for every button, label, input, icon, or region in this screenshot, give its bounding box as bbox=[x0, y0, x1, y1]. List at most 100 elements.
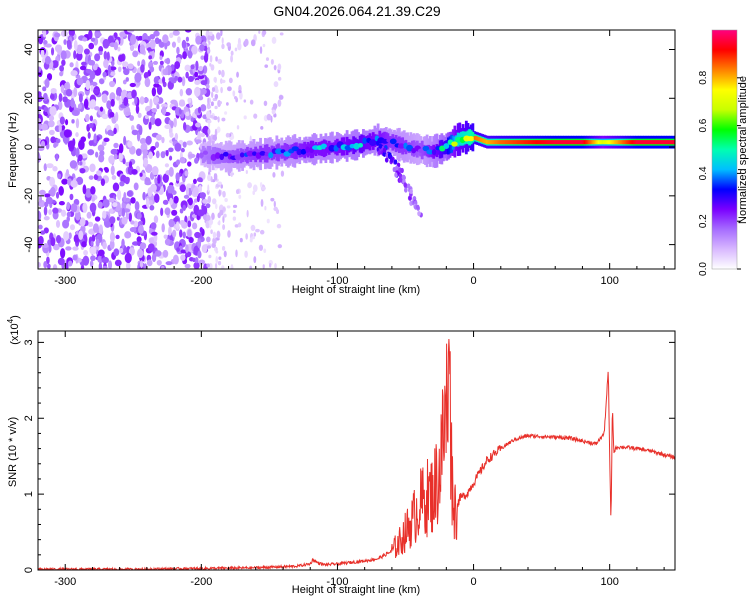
noise-blob bbox=[134, 72, 142, 83]
sparse-blob bbox=[234, 224, 239, 228]
noise-blob bbox=[89, 260, 94, 268]
ridge-core bbox=[280, 149, 286, 154]
noise-blob bbox=[82, 37, 88, 42]
sparse-blob bbox=[271, 109, 276, 115]
noise-blob bbox=[179, 219, 186, 226]
noise-blob bbox=[192, 257, 196, 263]
noise-blob bbox=[148, 55, 153, 60]
sparse-blob bbox=[260, 126, 264, 130]
noise-blob bbox=[188, 153, 196, 158]
noise-blob bbox=[78, 93, 83, 103]
noise-blob bbox=[153, 83, 160, 88]
sparse-blob bbox=[221, 117, 226, 122]
noise-blob bbox=[110, 98, 115, 107]
noise-blob bbox=[195, 60, 199, 71]
noise-blob bbox=[132, 50, 139, 58]
noise-blob bbox=[58, 93, 63, 103]
noise-blob bbox=[123, 191, 127, 203]
noise-blob bbox=[44, 193, 51, 198]
noise-blob bbox=[60, 30, 68, 37]
noise-blob bbox=[145, 135, 152, 145]
sparse-blob bbox=[273, 81, 279, 88]
noise-blob bbox=[81, 61, 87, 66]
noise-blob bbox=[73, 87, 78, 98]
noise-blob bbox=[45, 43, 52, 48]
noise-blob bbox=[55, 153, 59, 162]
noise-blob bbox=[174, 181, 181, 187]
sparse-blob bbox=[236, 71, 239, 78]
sparse-blob bbox=[253, 113, 258, 119]
ridge-core bbox=[426, 149, 434, 155]
sparse-blob bbox=[233, 209, 236, 214]
sparse-blob bbox=[222, 190, 226, 198]
ridge-core bbox=[252, 151, 257, 156]
noise-blob bbox=[169, 197, 174, 206]
noise-blob bbox=[124, 252, 132, 264]
noise-blob bbox=[88, 175, 94, 180]
sparse-blob bbox=[246, 209, 249, 218]
noise-blob bbox=[107, 64, 112, 75]
ridge-mid bbox=[206, 145, 210, 164]
noise-blob bbox=[54, 32, 61, 38]
noise-blob bbox=[100, 178, 106, 187]
noise-blob bbox=[42, 30, 47, 38]
noise-blob bbox=[123, 96, 129, 107]
noise-blob bbox=[42, 86, 47, 92]
noise-blob bbox=[182, 231, 186, 239]
sparse-blob bbox=[258, 244, 264, 251]
noise-blob bbox=[131, 129, 139, 136]
noise-blob bbox=[43, 92, 48, 102]
noise-blob bbox=[75, 132, 79, 138]
sparse-blob bbox=[265, 57, 270, 62]
noise-blob bbox=[137, 60, 141, 67]
noise-blob bbox=[50, 87, 57, 94]
noise-blob bbox=[122, 79, 127, 85]
noise-blob bbox=[196, 177, 203, 183]
noise-blob bbox=[77, 103, 82, 110]
noise-blob bbox=[72, 246, 79, 251]
noise-blob bbox=[71, 119, 75, 124]
noise-blob bbox=[101, 93, 108, 104]
sparse-blob bbox=[214, 247, 217, 252]
sparse-blob bbox=[279, 32, 284, 36]
noise-blob bbox=[192, 186, 199, 196]
noise-blob bbox=[136, 236, 142, 243]
noise-blob bbox=[75, 52, 83, 61]
x-tick-label: 0 bbox=[470, 275, 476, 287]
noise-blob bbox=[154, 177, 158, 185]
branch-blob bbox=[403, 182, 408, 188]
noise-blob bbox=[38, 66, 42, 73]
colorbar: 0.0 0.2 0.4 0.6 0.8 Normalized spectral ampl… bbox=[698, 29, 749, 276]
noise-blob bbox=[127, 63, 134, 70]
noise-blob bbox=[68, 30, 75, 37]
ridge-mid bbox=[435, 144, 439, 158]
noise-blob bbox=[103, 50, 108, 60]
ridge-core bbox=[358, 142, 364, 148]
noise-blob bbox=[194, 257, 199, 264]
noise-blob bbox=[67, 260, 73, 267]
noise-blob bbox=[152, 96, 160, 104]
noise-blob bbox=[89, 246, 97, 255]
noise-blob bbox=[187, 75, 194, 83]
sparse-blob bbox=[245, 169, 248, 175]
noise-blob bbox=[185, 88, 193, 96]
noise-blob bbox=[58, 186, 64, 196]
noise-blob bbox=[94, 106, 100, 111]
sparse-blob bbox=[277, 76, 282, 81]
noise-blob bbox=[174, 61, 181, 70]
sparse-blob bbox=[207, 128, 211, 135]
noise-blob bbox=[161, 76, 166, 84]
sparse-blob bbox=[277, 99, 282, 107]
snr-plot-area bbox=[38, 331, 675, 570]
noise-blob bbox=[116, 216, 120, 221]
branch-blob bbox=[377, 150, 382, 156]
noise-blob bbox=[67, 140, 75, 150]
noise-blob bbox=[185, 36, 189, 42]
sparse-blob bbox=[210, 229, 213, 235]
noise-blob bbox=[76, 77, 84, 86]
noise-blob bbox=[160, 151, 166, 159]
noise-blob bbox=[138, 224, 144, 234]
sparse-blob bbox=[209, 31, 213, 37]
noise-blob bbox=[60, 84, 65, 94]
noise-blob bbox=[103, 137, 110, 143]
